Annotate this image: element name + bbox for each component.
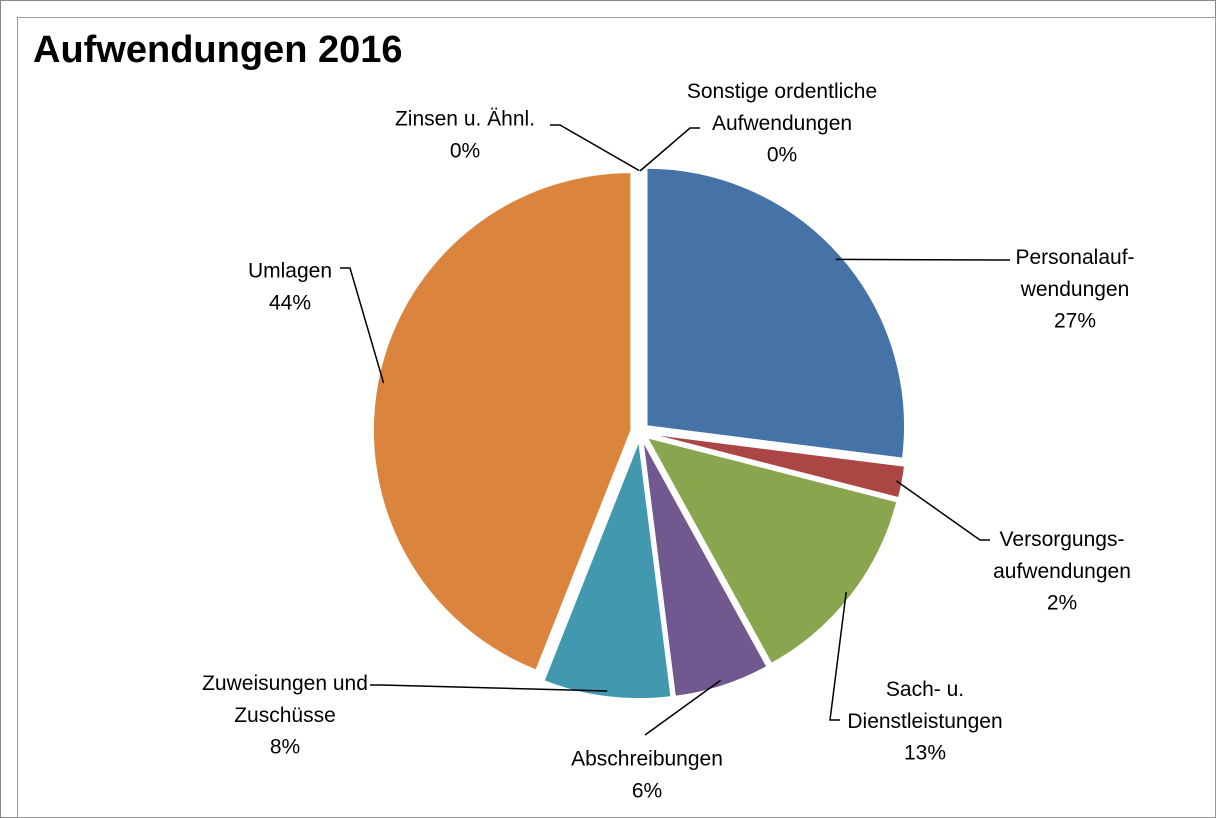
slice-label: Personalauf-wendungen <box>1015 246 1134 301</box>
slice-value-label: 6% <box>632 780 662 803</box>
pie-slice <box>645 436 898 665</box>
slice-label: Sonstige ordentliche Aufwendungen <box>687 80 877 135</box>
leader-line <box>550 124 641 172</box>
chart-title: Aufwendungen 2016 <box>33 29 403 71</box>
slice-value-label: 2% <box>1047 592 1077 615</box>
pie-slice <box>542 440 673 700</box>
pie-slice <box>646 167 906 460</box>
pie-slice <box>642 440 769 698</box>
slice-label: Abschreibungen <box>571 748 723 771</box>
pie-slice <box>648 432 906 499</box>
slice-label: Sach- u. Dienstleistungen <box>847 678 1002 733</box>
slice-value-label: 13% <box>904 742 946 765</box>
pie-slice <box>372 171 632 672</box>
leader-line <box>895 480 990 541</box>
leader-line <box>370 684 608 692</box>
slice-value-label: 0% <box>450 140 480 163</box>
leader-line <box>835 258 1010 261</box>
slice-label: Umlagen <box>248 260 332 283</box>
slice-label: Zinsen u. Ähnl. <box>395 108 535 131</box>
leader-line <box>639 127 700 172</box>
slice-value-label: 27% <box>1054 310 1096 333</box>
leader-line <box>644 679 722 736</box>
slice-label: Zuweisungen und Zuschüsse <box>202 672 368 727</box>
slice-value-label: 0% <box>767 144 797 167</box>
slice-value-label: 8% <box>270 736 300 759</box>
slice-label: Versorgungs-aufwendungen <box>993 528 1131 583</box>
slice-value-label: 44% <box>269 292 311 315</box>
leader-line <box>829 591 847 721</box>
leader-line <box>340 267 385 384</box>
